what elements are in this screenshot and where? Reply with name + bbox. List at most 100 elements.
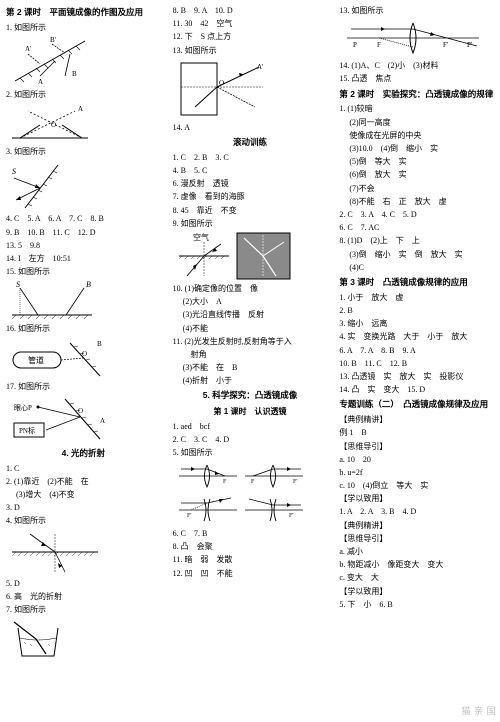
svg-text:A: A [38, 78, 43, 86]
col3-bracket-1: 【典例精讲】 [339, 414, 494, 425]
col3-bracket-3: 【学以致用】 [339, 493, 494, 504]
col3-line-18: b. u=2f [339, 467, 494, 478]
col3-line-7b: (3)倒 缩小 实 倒 放大 实 [339, 249, 494, 260]
svg-text:S: S [12, 167, 16, 176]
column-3: 13. 如图所示 P F F' P' 14. (1)A、C (2)小 (3)材料… [333, 0, 500, 722]
col3-line-11: 4. 实 变换光路 大于 小于 放大 [339, 331, 494, 342]
col3-line-20: 1. A 2. A 3. B 4. D [339, 506, 494, 517]
figure-lenses-grid: F F F' [177, 461, 328, 525]
col1-line-16: 6. 高 光的折射 [6, 591, 161, 602]
figure-box-oa: O A' [177, 59, 328, 119]
col3-line-4c: 使像成在光屏的中央 [339, 130, 494, 141]
col3-line-4e: (5)倒 等大 实 [339, 156, 494, 167]
col3-line-3: 15. 凸透 焦点 [339, 73, 494, 84]
col3-line-5: 2. C 3. A 4. C 5. D [339, 209, 494, 220]
col3-line-4f: (6)倒 放大 实 [339, 169, 494, 180]
col1-line-10: 17. 如图所示 [6, 381, 161, 392]
col3-line-21: a. 减小 [339, 546, 494, 557]
svg-text:A': A' [25, 45, 31, 53]
col1-line-12b: (3)增大 (4)不变 [6, 489, 161, 500]
col2-line-5: 14. A [173, 122, 328, 133]
col3-line-6: 6. C 7. AC [339, 222, 494, 233]
col2-line-4: 13. 如图所示 [173, 45, 328, 56]
col1-heading-1: 第 2 课时 平面镜成像的作图及应用 [6, 7, 161, 19]
col1-line-7: 14. I 左方 10:51 [6, 253, 161, 264]
figure-cup-straw [10, 618, 161, 660]
figure-refraction-surface [10, 530, 161, 575]
col1-line-1: 1. 如图所示 [6, 22, 161, 33]
svg-text:B': B' [50, 36, 56, 44]
col2-line-16: 5. 如图所示 [173, 447, 328, 458]
column-1: 第 2 课时 平面镜成像的作图及应用 1. 如图所示 A' B' A B [0, 0, 167, 722]
col1-line-13: 3. D [6, 502, 161, 513]
figure-lens-axis: P F F' P' [343, 19, 494, 57]
col3-line-19: c. 10 (4)倒立 等大 实 [339, 480, 494, 491]
figure-dashed-rays: A O [10, 103, 161, 143]
col3-line-14: 13. 凸透镜 实 放大 实 投影仪 [339, 371, 494, 382]
col3-line-10: 3. 缩小 远离 [339, 318, 494, 329]
col3-line-8: 1. 小于 放大 虚 [339, 292, 494, 303]
col1-line-5: 9. B 10. B 11. C 12. D [6, 227, 161, 238]
col2-line-17: 6. C 7. B [173, 528, 328, 539]
col3-line-17: a. 10 20 [339, 454, 494, 465]
svg-text:F: F [223, 479, 227, 485]
svg-text:P: P [353, 41, 357, 49]
svg-text:B: B [72, 70, 77, 78]
col2-line-11: 9. 如图所示 [173, 218, 328, 229]
watermark-label: 猫 亲 国 [461, 705, 496, 718]
col3-bracket-2: 【思维导引】 [339, 441, 494, 452]
figure-hatched-s: S [10, 160, 161, 210]
col2-heading-1: 滚动训练 [173, 137, 328, 149]
col2-line-12b: (2)大小 A [173, 296, 328, 307]
col3-line-4: 1. (1)较暗 [339, 103, 494, 114]
col3-bracket-5: 【思维导引】 [339, 533, 494, 544]
svg-text:O: O [78, 407, 83, 415]
svg-text:A: A [78, 105, 83, 113]
col2-line-3: 12. 下 S 点上方 [173, 31, 328, 42]
column-2: 8. B 9. A 10. D 11. 30 42 空气 12. 下 S 点上方… [167, 0, 334, 722]
svg-text:A: A [100, 417, 105, 425]
svg-text:F': F' [187, 513, 191, 519]
col3-line-23: c. 变大 大 [339, 572, 494, 583]
col1-heading-2: 4. 光的折射 [6, 448, 161, 460]
col1-line-17: 7. 如图所示 [6, 604, 161, 615]
col2-line-13: 11. (2)光发生反射时,反射角等于入 [173, 336, 328, 347]
col2-line-10: 8. 45 靠近 不变 [173, 205, 328, 216]
col1-line-6: 13. 5 9.8 [6, 240, 161, 251]
col3-line-7c: (4)C [339, 262, 494, 273]
svg-text:B: B [86, 280, 91, 289]
col1-line-8: 15. 如图所示 [6, 266, 161, 277]
col1-line-3: 3. 如图所示 [6, 146, 161, 157]
figure-pipe: 管道 O B [10, 338, 161, 378]
col3-line-1: 13. 如图所示 [339, 5, 494, 16]
col3-bracket-4: 【典例精讲】 [339, 520, 494, 531]
col3-line-4d: (3)10.0 (4)倒 缩小 实 [339, 143, 494, 154]
col3-line-2: 14. (1)A、C (2)小 (3)材料 [339, 60, 494, 71]
col2-line-20: 12. 凹 凹 不能 [173, 568, 328, 579]
col2-line-15: 2. C 3. C 4. D [173, 434, 328, 445]
col1-line-15: 5. D [6, 578, 161, 589]
figure-air-block: 空气 [177, 232, 328, 280]
svg-text:O: O [82, 350, 87, 358]
col2-heading-2: 5. 科学探究：凸透镜成像 [173, 390, 328, 402]
col3-line-4b: (2)同一高度 [339, 117, 494, 128]
col2-line-2: 11. 30 42 空气 [173, 18, 328, 29]
col3-line-22: b. 物距减小 像距变大 变大 [339, 559, 494, 570]
col3-heading-1: 第 2 课时 实验探究：凸透镜成像的规律 [339, 89, 494, 101]
col3-heading-3: 专题训练（二） 凸透镜成像规律及应用 [339, 399, 494, 411]
svg-text:A': A' [257, 63, 263, 71]
col2-line-9: 7. 虚像 看到的海豚 [173, 191, 328, 202]
col3-bracket-6: 【学以致用】 [339, 586, 494, 597]
svg-text:F': F' [293, 479, 297, 485]
svg-text:O: O [219, 79, 224, 87]
col3-line-9: 2. B [339, 305, 494, 316]
figure-s-bounce: S B S' [10, 280, 161, 320]
col2-line-12d: (4)不能 [173, 323, 328, 334]
svg-text:管道: 管道 [28, 355, 44, 365]
col2-line-14: 1. aed bcf [173, 421, 328, 432]
col3-line-15: 14. 凸 实 变大 15. D [339, 384, 494, 395]
col3-line-24: 5. 下 小 6. B [339, 599, 494, 610]
col2-line-8: 6. 漫反射 透镜 [173, 178, 328, 189]
col2-line-12c: (3)光沿直线传播 反射 [173, 309, 328, 320]
svg-text:B: B [97, 340, 102, 348]
